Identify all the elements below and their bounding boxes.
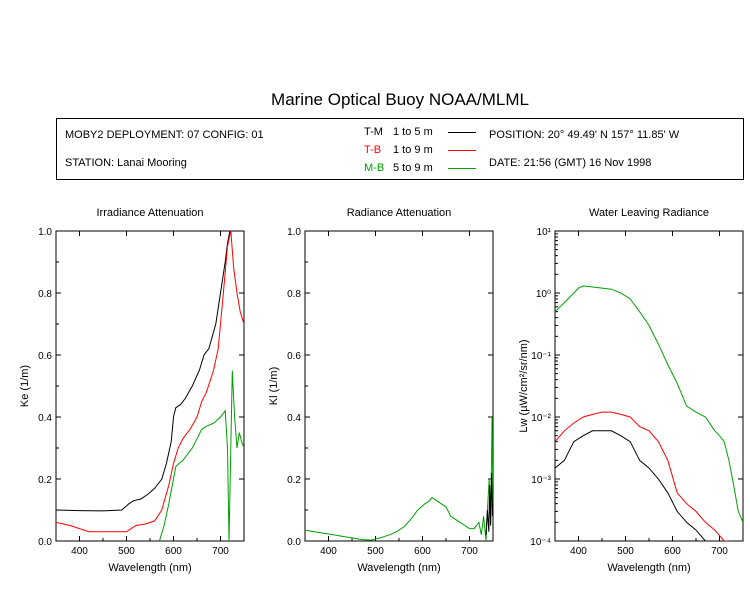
y-axis-label: Lw (µW/cm²/sr/nm) (518, 339, 530, 432)
x-tick-label: 700 (212, 546, 229, 557)
position-text: POSITION: 20° 49.49' N 157° 11.85' W (489, 129, 680, 141)
x-tick-label: 400 (570, 546, 587, 557)
panel-title: Water Leaving Radiance (589, 207, 709, 219)
y-tick-label: 1.0 (38, 227, 52, 238)
y-tick-label: 10¹ (537, 227, 552, 238)
series-line-t-m (485, 472, 493, 535)
panel-title: Irradiance Attenuation (96, 207, 203, 219)
chart-title: Marine Optical Buoy NOAA/MLML (271, 90, 529, 109)
panel-title: Radiance Attenuation (347, 207, 452, 219)
series-line-m-b (555, 285, 743, 523)
y-tick-label: 10⁻³ (531, 475, 551, 486)
deployment-text: MOBY2 DEPLOYMENT: 07 CONFIG: 01 (65, 129, 264, 141)
y-tick-label: 0.6 (287, 351, 301, 362)
x-tick-label: 400 (320, 546, 337, 557)
series-line-m-b (305, 416, 493, 541)
x-tick-label: 700 (461, 546, 478, 557)
series-line-t-m (56, 231, 231, 512)
y-tick-label: 0.0 (287, 537, 301, 548)
legend-line-m-b (448, 168, 476, 169)
y-tick-label: 0.2 (287, 475, 301, 486)
y-tick-label: 0.8 (38, 289, 52, 300)
x-tick-label: 500 (118, 546, 135, 557)
legend-range-m-b: 5 to 9 m (393, 162, 433, 174)
x-axis-label: Wavelength (nm) (108, 562, 191, 574)
x-tick-label: 500 (617, 546, 634, 557)
series-line-t-b (555, 411, 729, 541)
legend-range-t-b: 1 to 9 m (393, 144, 433, 156)
legend-line-t-b (448, 150, 476, 151)
plot-frame (55, 230, 245, 542)
x-axis-label: Wavelength (nm) (357, 562, 440, 574)
y-tick-label: 0.0 (38, 537, 52, 548)
y-tick-label: 10⁻¹ (531, 351, 551, 362)
legend-range-t-m: 1 to 5 m (393, 126, 433, 138)
plot-frame (554, 230, 744, 542)
x-tick-label: 500 (367, 546, 384, 557)
legend-line-t-m (448, 132, 476, 133)
y-axis-label: Kl (1/m) (268, 367, 280, 406)
y-axis-label: Ke (1/m) (19, 365, 31, 407)
y-tick-label: 10⁰ (536, 289, 551, 300)
legend-label-m-b: M-B (364, 162, 385, 174)
x-axis-label: Wavelength (nm) (607, 562, 690, 574)
x-tick-label: 700 (711, 546, 728, 557)
y-tick-label: 0.4 (38, 413, 52, 424)
y-tick-label: 1.0 (287, 227, 301, 238)
legend-label-t-m: T-M (364, 126, 383, 138)
y-tick-label: 0.6 (38, 351, 52, 362)
y-tick-label: 10⁻⁴ (530, 537, 551, 548)
x-tick-label: 600 (165, 546, 182, 557)
series-line-m-b (158, 370, 244, 541)
series-line-t-m (555, 430, 720, 541)
y-tick-label: 0.4 (287, 413, 301, 424)
plot-frame (304, 230, 494, 542)
station-text: STATION: Lanai Mooring (65, 157, 187, 169)
x-tick-label: 600 (414, 546, 431, 557)
series-line-t-b (56, 231, 244, 533)
x-tick-label: 600 (664, 546, 681, 557)
y-tick-label: 0.8 (287, 289, 301, 300)
date-text: DATE: 21:56 (GMT) 16 Nov 1998 (489, 157, 652, 169)
x-tick-label: 400 (71, 546, 88, 557)
legend-label-t-b: T-B (364, 144, 382, 156)
y-tick-label: 0.2 (38, 475, 52, 486)
info-box: MOBY2 DEPLOYMENT: 07 CONFIG: 01 STATION:… (56, 118, 744, 180)
y-tick-label: 10⁻² (531, 413, 551, 424)
